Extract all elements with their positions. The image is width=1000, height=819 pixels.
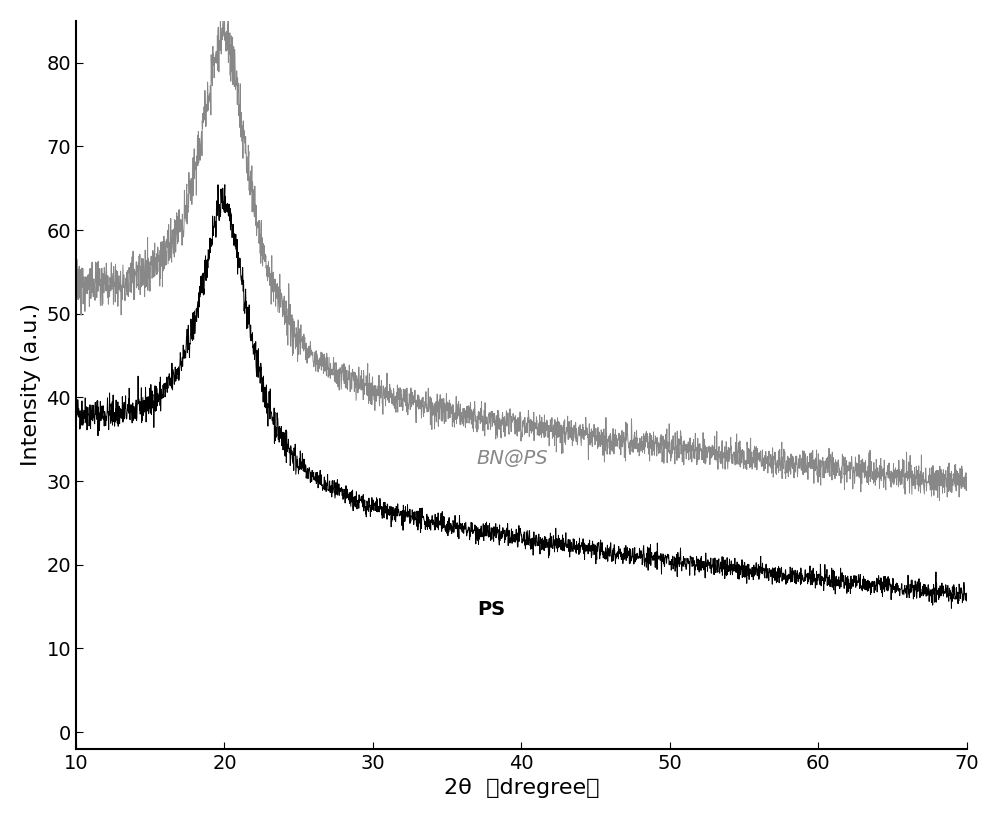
Y-axis label: Intensity (a.u.): Intensity (a.u.) — [21, 303, 41, 466]
X-axis label: 2θ  （dregree）: 2θ （dregree） — [444, 778, 599, 799]
Text: PS: PS — [477, 600, 505, 619]
Text: BN@PS: BN@PS — [477, 450, 549, 468]
